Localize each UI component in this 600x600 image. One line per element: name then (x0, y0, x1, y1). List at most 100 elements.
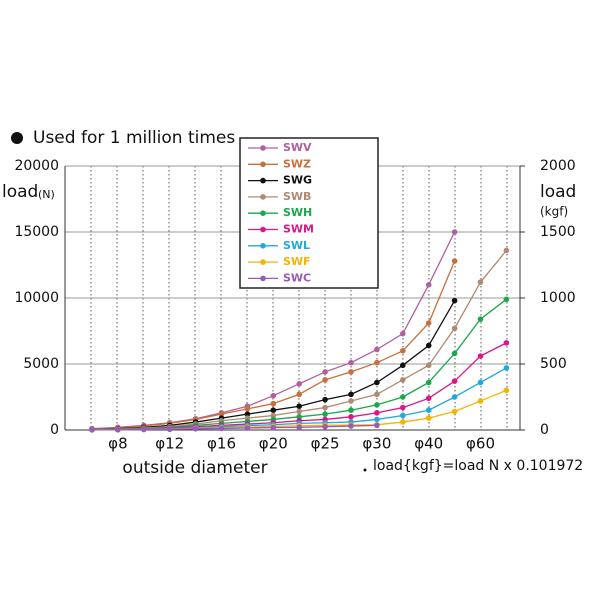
data-point (348, 391, 354, 398)
data-point (166, 426, 173, 433)
data-point (451, 325, 458, 332)
data-point (477, 353, 484, 359)
data-point (348, 423, 354, 429)
data-point (141, 426, 147, 433)
y-tick-label: 10000 (14, 290, 59, 306)
y2-tick-label: 1000 (540, 290, 576, 306)
data-point (270, 392, 277, 399)
legend-label: SWG (283, 174, 312, 187)
legend-marker (260, 194, 266, 200)
x-tick-label: φ8 (108, 435, 127, 453)
y-tick-label: 15000 (14, 224, 59, 240)
data-point (503, 365, 510, 371)
legend-label: SWC (283, 271, 311, 284)
legend-marker (260, 161, 266, 168)
data-point (477, 379, 484, 386)
y2-tick-label: 0 (540, 422, 549, 438)
data-point (477, 398, 484, 404)
data-point (348, 398, 354, 404)
data-point (192, 426, 199, 432)
data-point (374, 402, 380, 408)
data-point (374, 379, 380, 386)
data-point (425, 415, 432, 421)
x-label: outside diameter (122, 458, 267, 478)
data-point (374, 391, 380, 398)
data-point (425, 342, 432, 349)
legend-marker (260, 145, 266, 151)
data-point (451, 258, 458, 264)
data-point (348, 407, 354, 414)
legend-marker (260, 259, 266, 265)
y2-tick-label: 1500 (540, 224, 576, 240)
data-point (374, 359, 380, 366)
chart-title: Used for 1 million times (33, 128, 235, 148)
data-point (425, 362, 432, 369)
data-point (244, 411, 251, 417)
data-point (322, 377, 328, 383)
data-point (374, 422, 380, 429)
note: load{kgf}=load N x 0.101972 (373, 458, 583, 474)
data-point (322, 369, 328, 375)
data-point (425, 395, 432, 402)
x-tick-label: φ25 (311, 435, 340, 453)
data-point (400, 404, 406, 411)
x-tick-label: φ60 (466, 435, 495, 453)
data-point (348, 359, 354, 366)
data-point (270, 407, 277, 414)
data-point (400, 394, 406, 400)
data-point (296, 381, 303, 387)
data-point (477, 316, 484, 322)
y2-tick-label: 2000 (540, 158, 576, 174)
y2-unit: (kgf) (540, 205, 568, 219)
data-point (451, 394, 458, 400)
legend-marker (260, 275, 266, 282)
title-bullet (11, 132, 23, 144)
y-tick-label: 5000 (23, 356, 59, 372)
data-point (270, 412, 277, 419)
data-point (244, 425, 251, 431)
x-tick-label: φ40 (414, 435, 443, 453)
x-tick-label: φ12 (155, 435, 184, 453)
legend-marker (260, 226, 266, 233)
data-point (322, 396, 328, 403)
data-point (348, 369, 354, 375)
data-point (374, 416, 380, 423)
data-point (451, 229, 458, 235)
legend-label: SWZ (283, 157, 311, 170)
series-line (91, 424, 377, 431)
data-point (400, 419, 406, 425)
data-point (270, 400, 277, 407)
legend-marker (260, 243, 266, 249)
data-point (400, 377, 406, 383)
legend-marker (260, 210, 266, 216)
data-point (400, 412, 406, 419)
data-point (477, 279, 484, 285)
y-unit: (N) (38, 188, 55, 201)
data-point (296, 403, 303, 410)
data-point (400, 348, 406, 354)
data-point (503, 296, 510, 303)
data-point (322, 423, 328, 430)
data-point (244, 406, 251, 412)
data-point (348, 414, 354, 420)
data-point (296, 408, 303, 415)
legend-label: SWH (283, 206, 312, 219)
legend-label: SWV (283, 141, 312, 154)
legend-label: SWF (283, 255, 311, 268)
data-point (425, 282, 432, 288)
legend-marker (260, 177, 266, 184)
y-tick-label: 20000 (14, 158, 59, 174)
data-point (374, 346, 380, 353)
note-bullet (363, 468, 367, 472)
data-point (503, 340, 510, 346)
data-point (296, 414, 303, 420)
y-tick-label: 0 (50, 422, 59, 438)
data-point (451, 297, 458, 304)
data-point (503, 247, 510, 254)
legend-label: SWL (283, 239, 310, 252)
data-point (296, 424, 303, 431)
legend-label: SWM (283, 223, 314, 236)
x-tick-label: φ30 (362, 435, 391, 453)
